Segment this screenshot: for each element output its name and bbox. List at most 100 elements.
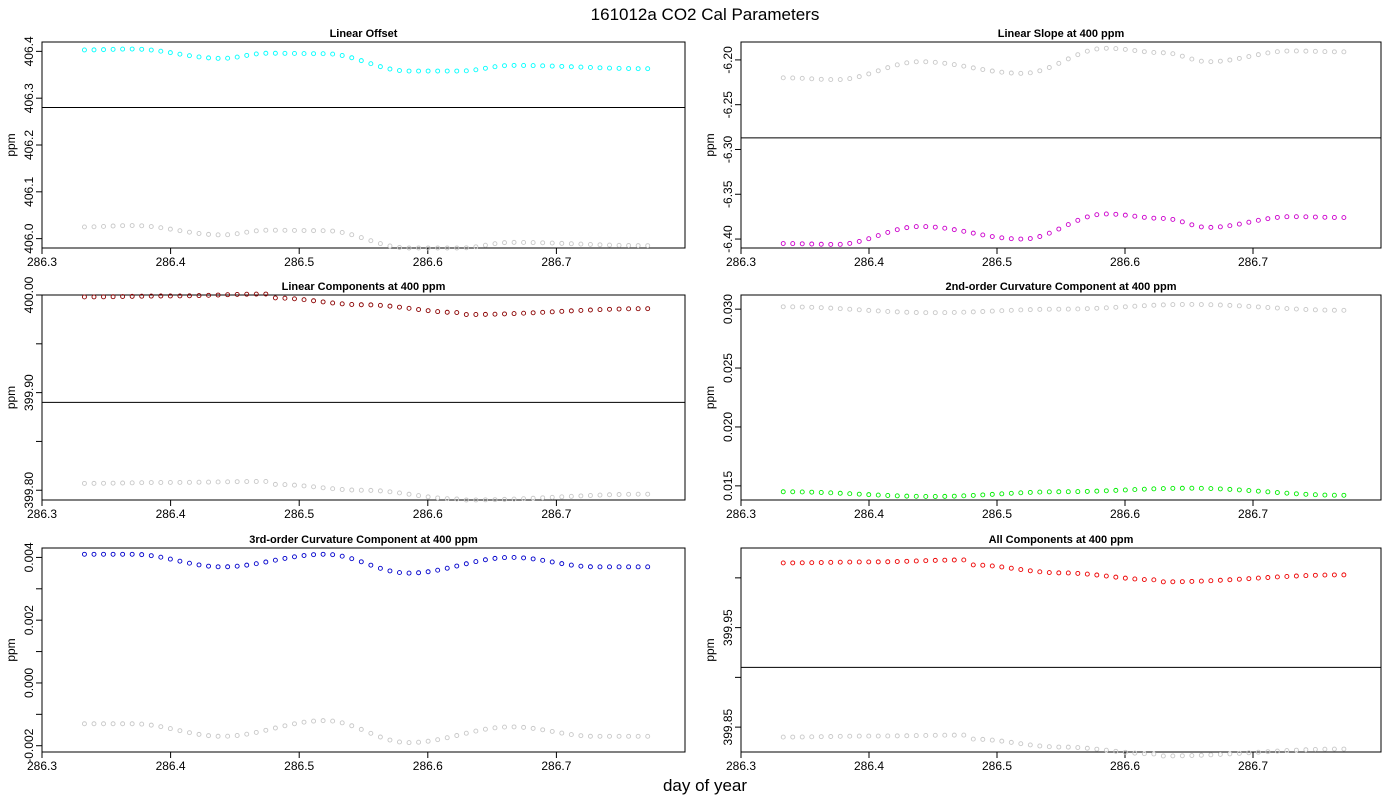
data-point <box>225 292 231 298</box>
data-point <box>828 734 834 739</box>
data-point <box>1151 49 1157 55</box>
data-point <box>1341 49 1347 55</box>
data-point <box>1236 750 1242 756</box>
data-point <box>799 560 805 566</box>
x-tick-label: 286.5 <box>982 759 1012 773</box>
data-point <box>790 489 796 495</box>
data-point <box>932 59 938 65</box>
data-point <box>1113 574 1119 580</box>
data-point <box>511 724 517 730</box>
data-point <box>1208 302 1214 308</box>
data-point <box>923 224 929 230</box>
data-point <box>272 481 278 487</box>
data-point <box>148 480 154 485</box>
data-point <box>167 226 173 232</box>
data-point <box>799 75 805 81</box>
data-point <box>492 497 498 503</box>
data-point <box>81 294 87 300</box>
data-point <box>1094 572 1100 578</box>
data-point <box>435 737 441 743</box>
data-point <box>799 241 805 247</box>
data-point <box>158 724 164 730</box>
data-point <box>549 309 555 315</box>
data-point <box>932 224 938 230</box>
data-point <box>828 77 834 83</box>
data-point <box>1132 487 1138 493</box>
data-point <box>799 489 805 495</box>
panel-title: Linear Slope at 400 ppm <box>998 28 1125 40</box>
x-tick-label: 286.5 <box>982 255 1012 269</box>
data-point <box>1170 485 1176 491</box>
y-tick-label: 0.020 <box>721 412 735 442</box>
data-point <box>923 493 929 499</box>
data-point <box>187 479 192 485</box>
data-point <box>454 496 460 502</box>
data-point <box>368 487 374 493</box>
data-point <box>530 63 536 69</box>
data-point <box>158 293 164 299</box>
data-point <box>1303 48 1309 54</box>
data-point <box>272 725 278 731</box>
data-point <box>780 560 786 566</box>
data-point <box>1217 302 1223 308</box>
series-2 <box>81 718 651 746</box>
data-point <box>866 492 872 498</box>
data-point <box>492 725 498 731</box>
data-point <box>110 480 116 486</box>
data-point <box>597 733 603 739</box>
data-point <box>139 223 145 229</box>
data-point <box>330 300 336 306</box>
data-point <box>856 307 862 313</box>
data-point <box>129 223 135 228</box>
data-point <box>215 479 221 485</box>
data-point <box>837 241 843 247</box>
data-point <box>397 739 402 745</box>
data-point <box>635 243 641 249</box>
data-point <box>1122 487 1128 493</box>
data-point <box>1265 575 1271 580</box>
data-point <box>942 60 948 66</box>
x-tick-label: 286.7 <box>1238 507 1268 521</box>
data-point <box>454 245 460 251</box>
data-point <box>110 294 116 300</box>
data-point <box>320 299 326 305</box>
data-point <box>1227 302 1233 308</box>
data-point <box>444 245 450 251</box>
plot-frame <box>740 294 1382 501</box>
data-point <box>101 223 106 229</box>
data-point <box>416 493 422 499</box>
data-point <box>1255 217 1261 223</box>
data-point <box>549 494 555 500</box>
data-point <box>397 68 402 73</box>
data-point <box>1331 492 1337 498</box>
data-point <box>607 492 612 498</box>
data-point <box>339 301 345 307</box>
data-point <box>904 309 910 315</box>
data-point <box>1075 570 1081 576</box>
data-point <box>856 491 862 497</box>
figure-x-axis-label: day of year <box>663 776 747 795</box>
data-point <box>292 51 297 56</box>
data-point <box>1274 214 1280 220</box>
series-2 <box>81 479 651 503</box>
data-point <box>809 560 815 566</box>
y-tick-label: 0.002 <box>22 605 36 635</box>
data-point <box>263 50 269 56</box>
data-point <box>482 726 488 732</box>
data-point <box>645 491 651 497</box>
data-point <box>1189 753 1195 759</box>
data-point <box>139 293 145 299</box>
data-point <box>444 68 450 74</box>
data-point <box>234 479 240 485</box>
data-point <box>1027 742 1033 748</box>
data-point <box>780 489 786 495</box>
data-point <box>616 242 622 248</box>
x-tick-label: 286.5 <box>284 255 314 269</box>
data-point <box>349 487 355 493</box>
data-point <box>818 734 824 740</box>
x-tick-label: 286.7 <box>541 507 571 521</box>
data-point <box>645 733 651 739</box>
data-point <box>894 227 900 233</box>
data-point <box>368 730 374 736</box>
data-point <box>1217 577 1223 583</box>
